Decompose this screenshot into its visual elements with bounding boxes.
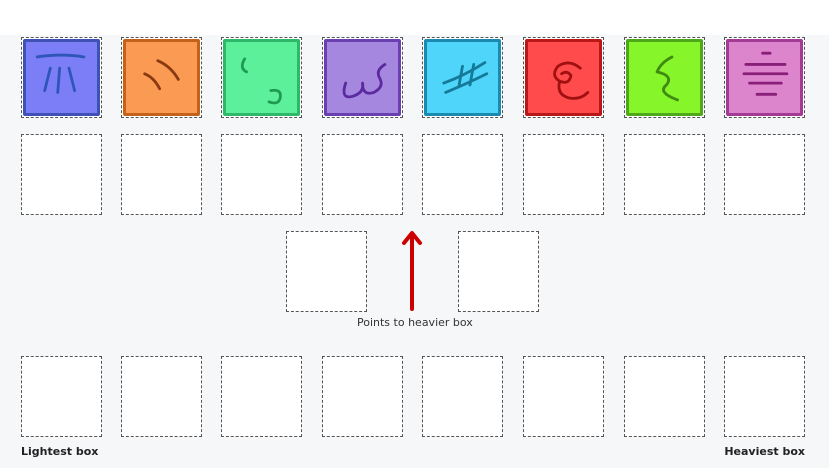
arrow-up-icon xyxy=(402,231,422,311)
spiral-icon xyxy=(553,61,590,100)
ranking-slot[interactable] xyxy=(624,356,705,437)
ranking-slot[interactable] xyxy=(221,356,302,437)
staging-slot[interactable] xyxy=(523,134,604,215)
box-tile[interactable] xyxy=(626,39,703,116)
staging-slot[interactable] xyxy=(724,134,805,215)
curves-icon xyxy=(240,57,282,105)
staging-slot[interactable] xyxy=(21,134,102,215)
comparison-caption: Points to heavier box xyxy=(357,316,473,329)
lightest-label: Lightest box xyxy=(21,445,99,458)
ranking-slot[interactable] xyxy=(724,356,805,437)
staging-slot[interactable] xyxy=(422,134,503,215)
compare-left-slot[interactable] xyxy=(286,231,367,312)
box-tile[interactable] xyxy=(726,39,803,116)
rays-icon xyxy=(35,53,86,94)
slash-marks-icon xyxy=(143,59,180,91)
ranking-slot[interactable] xyxy=(422,356,503,437)
ranking-slot[interactable] xyxy=(21,356,102,437)
hash-icon xyxy=(442,61,489,94)
top-bar xyxy=(0,0,829,35)
staging-slot[interactable] xyxy=(624,134,705,215)
box-tile[interactable] xyxy=(525,39,602,116)
box-tile[interactable] xyxy=(223,39,300,116)
ranking-slot[interactable] xyxy=(523,356,604,437)
staging-slot[interactable] xyxy=(121,134,202,215)
heaviest-label: Heaviest box xyxy=(724,445,805,458)
box-tile[interactable] xyxy=(324,39,401,116)
squiggle-icon xyxy=(342,63,387,99)
lines-icon xyxy=(742,51,789,96)
staging-slot[interactable] xyxy=(322,134,403,215)
ranking-slot[interactable] xyxy=(121,356,202,437)
box-tile[interactable] xyxy=(23,39,100,116)
compare-right-slot[interactable] xyxy=(458,231,539,312)
box-tile[interactable] xyxy=(424,39,501,116)
box-tile[interactable] xyxy=(123,39,200,116)
ranking-slot[interactable] xyxy=(322,356,403,437)
staging-slot[interactable] xyxy=(221,134,302,215)
s-curve-icon xyxy=(655,55,679,102)
